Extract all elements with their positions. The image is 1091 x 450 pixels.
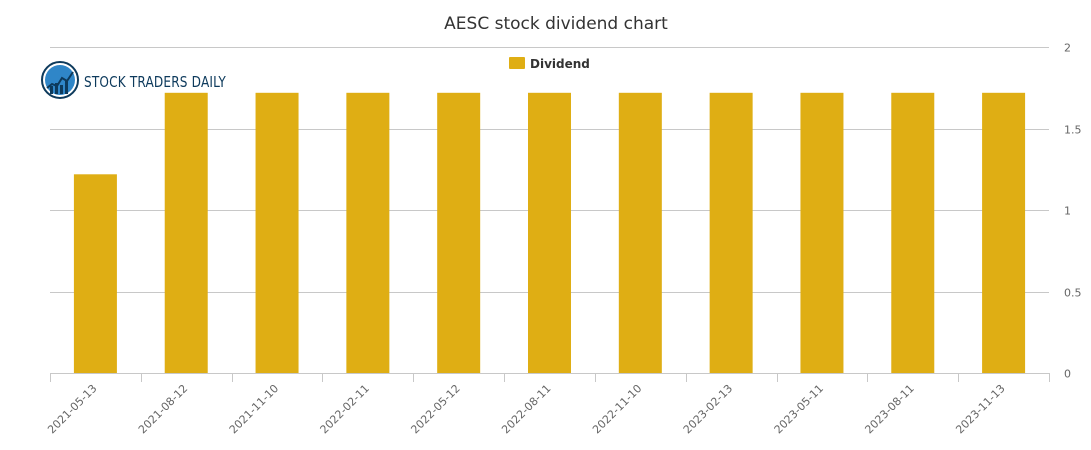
bar-2021-05-13[interactable] (73, 174, 117, 373)
bar-2023-05-11[interactable] (800, 92, 844, 373)
bars (73, 92, 1026, 373)
bar-2023-02-13[interactable] (709, 92, 753, 373)
x-tick-label: 2023-05-11 (772, 382, 826, 436)
x-axis: 2021-05-13 2021-08-12 2021-11-10 2022-02-11… (45, 373, 1050, 436)
bar-2022-02-11[interactable] (346, 92, 390, 373)
logo-text: STOCK TRADERS DAILY (84, 73, 227, 91)
y-tick-label: 0 (1064, 368, 1071, 381)
x-tick-label: 2021-05-13 (45, 382, 99, 436)
legend-label-dividend: Dividend (530, 57, 590, 71)
bar-2021-08-12[interactable] (164, 92, 208, 373)
x-tick-label: 2021-08-12 (136, 382, 190, 436)
bar-2023-08-11[interactable] (891, 92, 935, 373)
x-tick-label: 2023-08-11 (862, 382, 916, 436)
x-tick-label: 2023-02-13 (681, 382, 735, 436)
x-tick-label: 2022-11-10 (590, 382, 644, 436)
y-tick-label: 0.5 (1064, 287, 1082, 300)
bar-2022-08-11[interactable] (528, 92, 571, 373)
y-tick-label: 1.5 (1064, 124, 1082, 137)
chart-title: AESC stock dividend chart (444, 14, 668, 34)
y-tick-label: 2 (1064, 42, 1071, 55)
legend-swatch (509, 57, 525, 69)
logo-trend-icon (46, 71, 74, 89)
bar-2022-05-12[interactable] (437, 92, 481, 373)
bar-2022-11-10[interactable] (618, 92, 662, 373)
y-tick-label: 1 (1064, 205, 1071, 218)
x-tick-label: 2022-02-11 (318, 382, 372, 436)
x-tick-label: 2023-11-13 (953, 382, 1007, 436)
logo: STOCK TRADERS DAILY (41, 61, 227, 99)
x-tick-label: 2022-05-12 (408, 382, 462, 436)
y-axis: 0 0.5 1 1.5 2 (1064, 42, 1082, 381)
bar-2021-11-10[interactable] (255, 92, 299, 373)
x-tick-label: 2021-11-10 (227, 382, 281, 436)
x-tick-label: 2022-08-11 (499, 382, 553, 436)
bar-2023-11-13[interactable] (982, 92, 1026, 373)
legend[interactable]: Dividend (509, 57, 590, 71)
